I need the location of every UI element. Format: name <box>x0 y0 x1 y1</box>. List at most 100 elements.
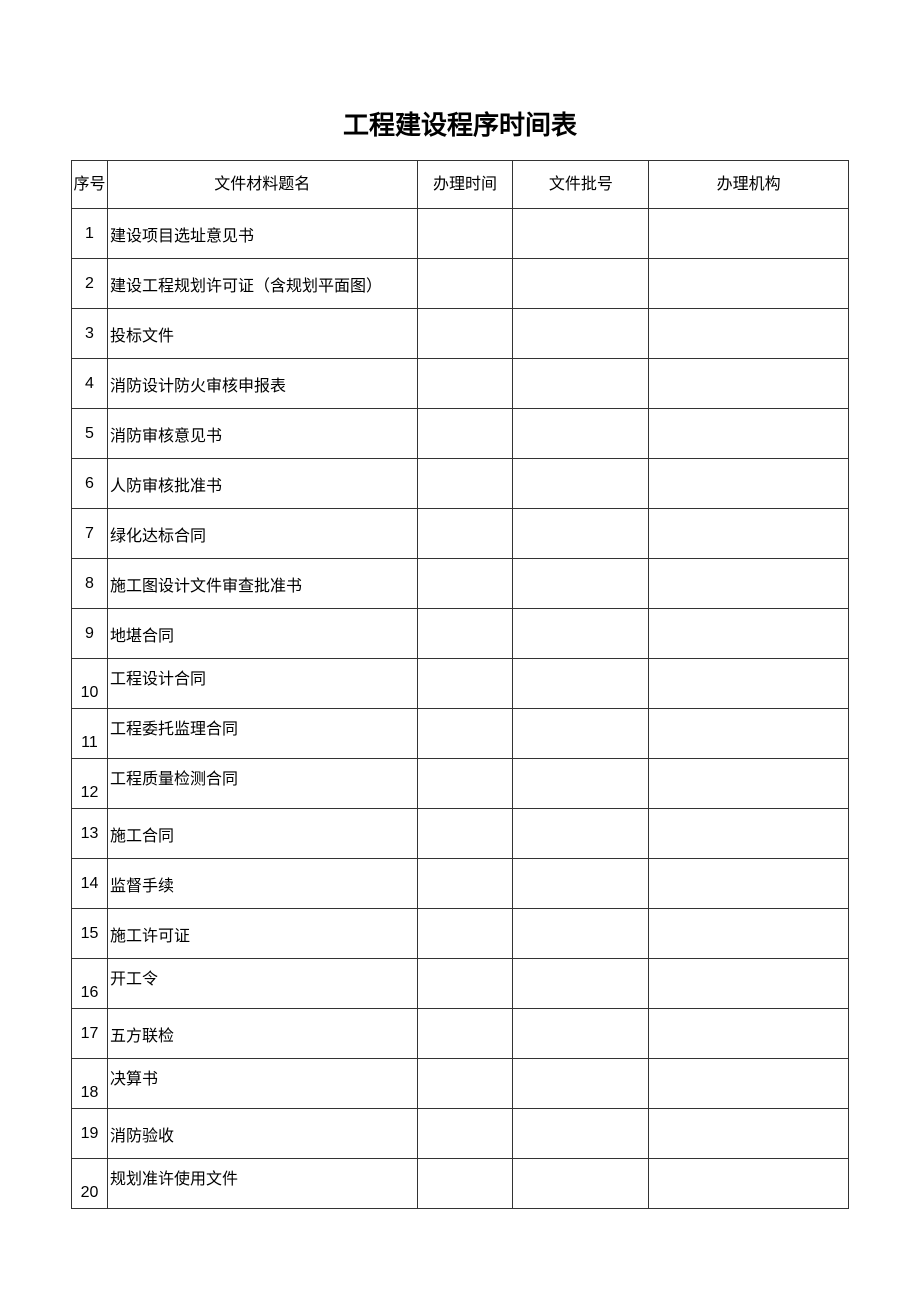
cell-time <box>417 359 513 409</box>
cell-docnum <box>513 609 649 659</box>
cell-org <box>649 859 849 909</box>
cell-name: 施工许可证 <box>107 909 417 959</box>
cell-docnum <box>513 809 649 859</box>
cell-time <box>417 459 513 509</box>
table-row: 19消防验收 <box>72 1109 849 1159</box>
schedule-table: 序号 文件材料题名 办理时间 文件批号 办理机构 1建设项目选址意见书2建设工程… <box>71 160 849 1209</box>
cell-org <box>649 1009 849 1059</box>
cell-name: 消防设计防火审核申报表 <box>107 359 417 409</box>
cell-org <box>649 709 849 759</box>
cell-seq: 6 <box>72 459 108 509</box>
cell-time <box>417 309 513 359</box>
cell-seq: 19 <box>72 1109 108 1159</box>
cell-docnum <box>513 1159 649 1209</box>
cell-org <box>649 609 849 659</box>
cell-seq: 5 <box>72 409 108 459</box>
col-seq: 序号 <box>72 161 108 209</box>
cell-time <box>417 1109 513 1159</box>
cell-org <box>649 1109 849 1159</box>
table-row: 12工程质量检测合同 <box>72 759 849 809</box>
table-row: 11工程委托监理合同 <box>72 709 849 759</box>
cell-docnum <box>513 1059 649 1109</box>
cell-seq: 20 <box>72 1159 108 1209</box>
cell-name: 施工合同 <box>107 809 417 859</box>
cell-seq: 3 <box>72 309 108 359</box>
cell-time <box>417 609 513 659</box>
cell-name: 监督手续 <box>107 859 417 909</box>
cell-name: 建设工程规划许可证（含规划平面图） <box>107 259 417 309</box>
cell-org <box>649 909 849 959</box>
cell-org <box>649 559 849 609</box>
table-row: 9地堪合同 <box>72 609 849 659</box>
cell-docnum <box>513 459 649 509</box>
cell-seq: 4 <box>72 359 108 409</box>
cell-org <box>649 509 849 559</box>
cell-docnum <box>513 1109 649 1159</box>
cell-name: 工程设计合同 <box>107 659 417 709</box>
cell-docnum <box>513 959 649 1009</box>
table-header-row: 序号 文件材料题名 办理时间 文件批号 办理机构 <box>72 161 849 209</box>
table-row: 5消防审核意见书 <box>72 409 849 459</box>
cell-time <box>417 659 513 709</box>
col-name: 文件材料题名 <box>107 161 417 209</box>
cell-seq: 10 <box>72 659 108 709</box>
cell-name: 五方联检 <box>107 1009 417 1059</box>
cell-docnum <box>513 209 649 259</box>
cell-seq: 18 <box>72 1059 108 1109</box>
cell-seq: 15 <box>72 909 108 959</box>
table-row: 10工程设计合同 <box>72 659 849 709</box>
cell-docnum <box>513 509 649 559</box>
cell-time <box>417 709 513 759</box>
cell-docnum <box>513 259 649 309</box>
cell-name: 绿化达标合同 <box>107 509 417 559</box>
cell-docnum <box>513 359 649 409</box>
cell-name: 决算书 <box>107 1059 417 1109</box>
cell-org <box>649 959 849 1009</box>
table-row: 13施工合同 <box>72 809 849 859</box>
cell-seq: 1 <box>72 209 108 259</box>
cell-docnum <box>513 1009 649 1059</box>
col-org: 办理机构 <box>649 161 849 209</box>
cell-name: 开工令 <box>107 959 417 1009</box>
cell-docnum <box>513 759 649 809</box>
table-row: 8施工图设计文件审查批准书 <box>72 559 849 609</box>
cell-time <box>417 909 513 959</box>
cell-org <box>649 259 849 309</box>
cell-time <box>417 209 513 259</box>
col-time: 办理时间 <box>417 161 513 209</box>
cell-name: 工程委托监理合同 <box>107 709 417 759</box>
cell-seq: 2 <box>72 259 108 309</box>
cell-time <box>417 1059 513 1109</box>
cell-org <box>649 759 849 809</box>
cell-time <box>417 959 513 1009</box>
cell-docnum <box>513 409 649 459</box>
cell-name: 施工图设计文件审查批准书 <box>107 559 417 609</box>
cell-docnum <box>513 909 649 959</box>
cell-seq: 8 <box>72 559 108 609</box>
cell-org <box>649 309 849 359</box>
cell-time <box>417 759 513 809</box>
cell-time <box>417 1159 513 1209</box>
table-row: 4消防设计防火审核申报表 <box>72 359 849 409</box>
cell-seq: 11 <box>72 709 108 759</box>
cell-docnum <box>513 309 649 359</box>
cell-org <box>649 1159 849 1209</box>
table-row: 14监督手续 <box>72 859 849 909</box>
table-row: 20规划准许使用文件 <box>72 1159 849 1209</box>
table-row: 1建设项目选址意见书 <box>72 209 849 259</box>
cell-seq: 9 <box>72 609 108 659</box>
cell-seq: 14 <box>72 859 108 909</box>
cell-time <box>417 409 513 459</box>
cell-time <box>417 1009 513 1059</box>
page-title: 工程建设程序时间表 <box>0 105 920 142</box>
cell-name: 消防审核意见书 <box>107 409 417 459</box>
table-row: 17五方联检 <box>72 1009 849 1059</box>
cell-seq: 13 <box>72 809 108 859</box>
table-row: 18决算书 <box>72 1059 849 1109</box>
cell-docnum <box>513 709 649 759</box>
cell-seq: 12 <box>72 759 108 809</box>
cell-time <box>417 859 513 909</box>
cell-seq: 16 <box>72 959 108 1009</box>
cell-seq: 7 <box>72 509 108 559</box>
cell-seq: 17 <box>72 1009 108 1059</box>
